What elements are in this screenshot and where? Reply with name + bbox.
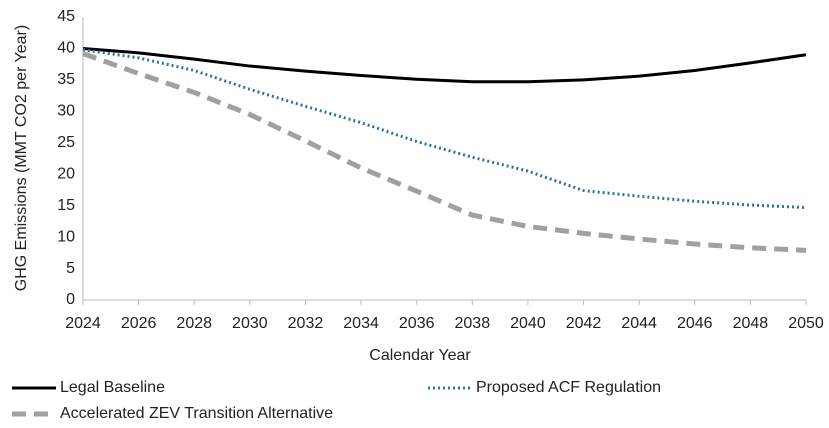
series-line [82, 51, 807, 253]
x-tick-label: 2030 [232, 315, 268, 332]
x-tick-label: 2048 [733, 315, 769, 332]
y-tick-label: 40 [57, 40, 75, 57]
x-tick-label: 2032 [288, 315, 324, 332]
y-tick-label: 30 [57, 103, 75, 120]
y-tick-label: 20 [57, 165, 75, 182]
y-tick-label: 0 [66, 291, 75, 308]
x-tick-label: 2028 [176, 315, 212, 332]
x-tick-label: 2042 [566, 315, 602, 332]
y-axis-label: GHG Emissions (MMT CO2 per Year) [13, 25, 30, 291]
y-tick-label: 10 [57, 228, 75, 245]
x-tick-label: 2050 [788, 315, 824, 332]
x-tick-label: 2034 [343, 315, 379, 332]
x-tick-label: 2026 [121, 315, 157, 332]
legend-label: Proposed ACF Regulation [476, 379, 661, 396]
x-tick-label: 2038 [455, 315, 491, 332]
legend-label: Legal Baseline [60, 379, 165, 396]
y-tick-label: 25 [57, 134, 75, 151]
y-tick-label: 35 [57, 71, 75, 88]
series-line [82, 48, 807, 210]
x-tick-label: 2024 [65, 315, 101, 332]
y-tick-label: 15 [57, 197, 75, 214]
x-tick-label: 2046 [677, 315, 713, 332]
legend-label: Accelerated ZEV Transition Alternative [60, 405, 333, 422]
x-tick-label: 2036 [399, 315, 435, 332]
x-tick-label: 2044 [621, 315, 657, 332]
y-tick-label: 5 [66, 260, 75, 277]
series-line [82, 46, 807, 84]
x-axis-label: Calendar Year [369, 347, 471, 364]
x-tick-label: 2040 [510, 315, 546, 332]
y-tick-label: 45 [57, 8, 75, 25]
